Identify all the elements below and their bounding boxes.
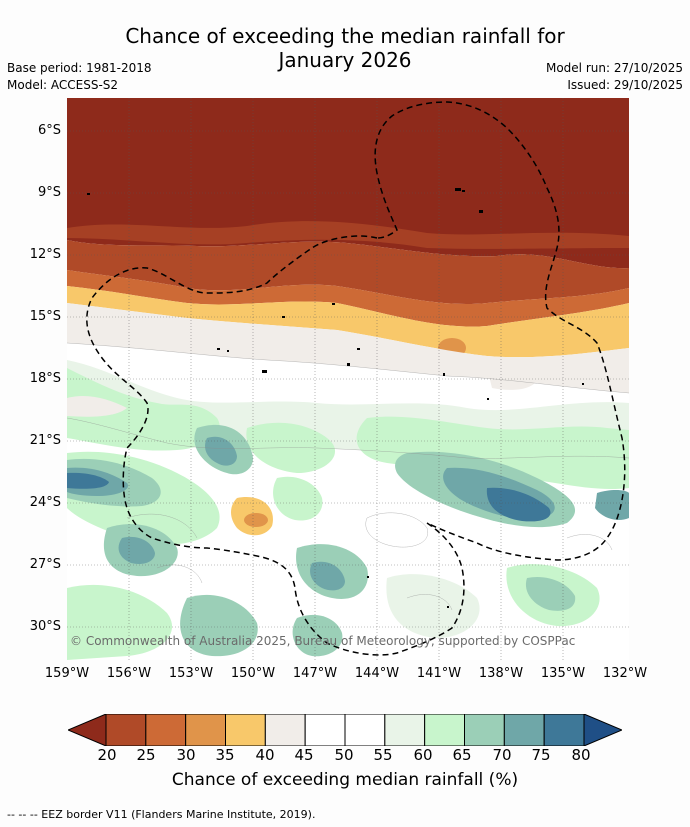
colorbar-segment	[225, 714, 266, 746]
colorbar-tick: 25	[136, 746, 156, 764]
colorbar-segment	[264, 714, 306, 746]
colorbar-segment	[145, 714, 187, 746]
lon-label: 150°W	[230, 666, 276, 681]
colorbar-extend-high	[583, 714, 622, 746]
rainfall-map	[67, 98, 629, 660]
lat-label: 15°S	[29, 309, 61, 324]
issued-date: Issued: 29/10/2025	[567, 78, 683, 92]
colorbar-tick: 45	[294, 746, 314, 764]
colorbar-tick: 50	[334, 746, 354, 764]
map-title: Chance of exceeding the median rainfall …	[0, 24, 690, 72]
model-run: Model run: 27/10/2025	[545, 61, 683, 75]
lon-label: 153°W	[168, 666, 214, 681]
lat-label: 24°S	[29, 495, 61, 510]
lon-label: 159°W	[44, 666, 90, 681]
lon-label: 141°W	[416, 666, 462, 681]
colorbar-extend-low	[68, 714, 107, 746]
colorbar-segment	[543, 714, 585, 746]
lon-label: 132°W	[602, 666, 648, 681]
lat-label: 12°S	[29, 247, 61, 262]
colorbar	[68, 714, 622, 746]
colorbar-tick: 30	[176, 746, 196, 764]
colorbar-tick: 65	[452, 746, 472, 764]
eez-border	[86, 101, 626, 656]
colorbar-segment	[185, 714, 226, 746]
model-name: Model: ACCESS-S2	[7, 78, 119, 92]
lon-label: 138°W	[478, 666, 524, 681]
lon-label: 147°W	[292, 666, 338, 681]
colorbar-tick: 60	[413, 746, 433, 764]
colorbar-tick: 20	[97, 746, 117, 764]
colorbar-tick: 75	[531, 746, 551, 764]
meta-left: Base period: 1981-2018 Model: ACCESS-S2	[7, 60, 152, 94]
colorbar-segment	[424, 714, 465, 746]
copyright-notice: © Commonwealth of Australia 2025, Bureau…	[70, 634, 576, 648]
meta-right: Model run: 27/10/2025 Issued: 29/10/2025	[546, 60, 683, 94]
colorbar-tick: 70	[492, 746, 512, 764]
lat-label: 9°S	[37, 185, 61, 200]
lon-label: 135°W	[540, 666, 586, 681]
colorbar-tick: 80	[571, 746, 591, 764]
colorbar-segment	[344, 714, 386, 746]
lon-label: 156°W	[106, 666, 152, 681]
colorbar-segment	[503, 714, 545, 746]
base-period: Base period: 1981-2018	[7, 61, 152, 75]
lat-label: 6°S	[37, 123, 61, 138]
lat-label: 18°S	[29, 371, 61, 386]
title-line-1: Chance of exceeding the median rainfall …	[125, 24, 565, 48]
colorbar-segment	[304, 714, 346, 746]
title-line-2: January 2026	[278, 48, 412, 72]
colorbar-tick: 35	[215, 746, 235, 764]
lat-label: 27°S	[29, 557, 61, 572]
eez-legend-note: -- -- -- EEZ border V11 (Flanders Marine…	[7, 808, 316, 821]
colorbar-title: Chance of exceeding median rainfall (%)	[171, 770, 519, 790]
colorbar-tick: 55	[373, 746, 393, 764]
colorbar-tick: 40	[255, 746, 275, 764]
colorbar-segment	[384, 714, 426, 746]
lat-label: 21°S	[29, 433, 61, 448]
colorbar-segment	[105, 714, 147, 746]
lat-label: 30°S	[29, 619, 61, 634]
colorbar-segment	[464, 714, 505, 746]
lon-label: 144°W	[354, 666, 400, 681]
